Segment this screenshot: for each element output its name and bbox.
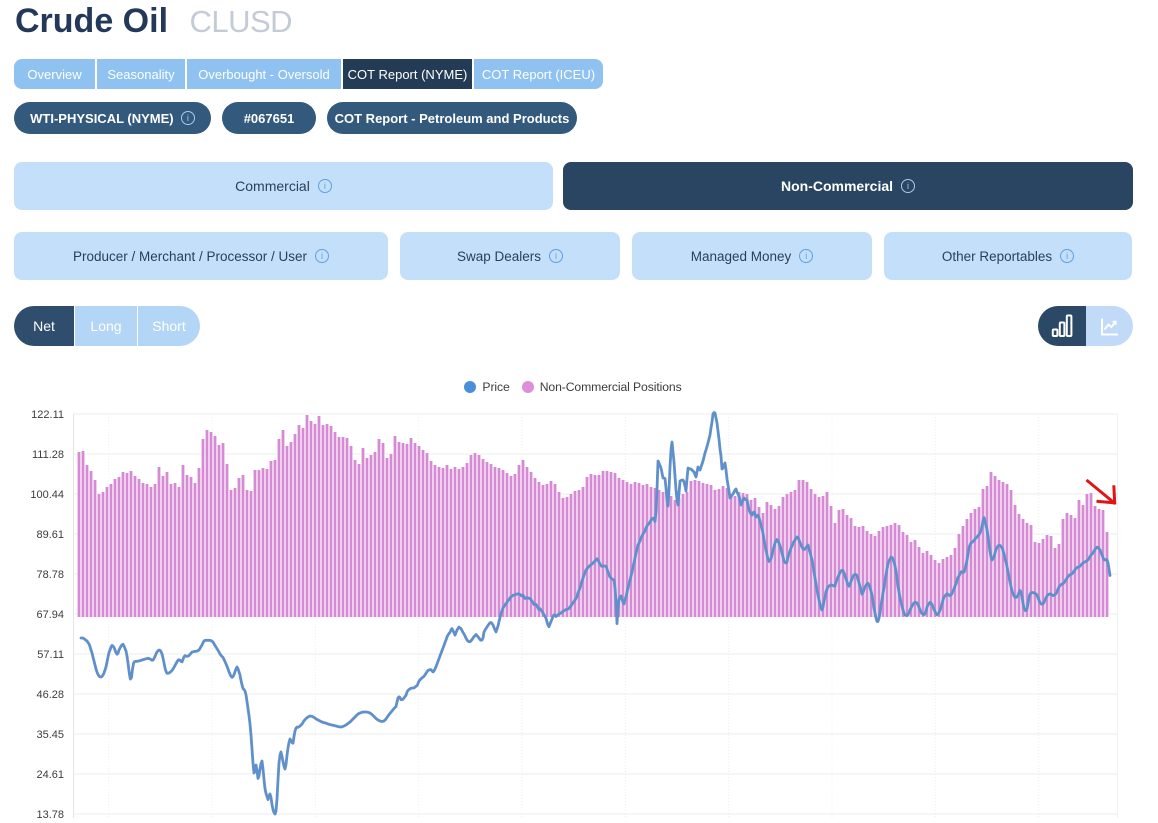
svg-text:111.28: 111.28 — [32, 449, 64, 461]
svg-text:78.78: 78.78 — [36, 569, 64, 581]
svg-text:67.94: 67.94 — [36, 609, 64, 621]
svg-text:24.61: 24.61 — [36, 769, 64, 781]
svg-text:122.11: 122.11 — [31, 409, 64, 421]
svg-text:100.44: 100.44 — [30, 489, 64, 501]
svg-text:13.78: 13.78 — [36, 809, 64, 818]
svg-text:46.28: 46.28 — [36, 689, 64, 701]
svg-text:35.45: 35.45 — [36, 729, 64, 741]
svg-text:89.61: 89.61 — [36, 529, 64, 541]
svg-text:57.11: 57.11 — [37, 649, 64, 661]
